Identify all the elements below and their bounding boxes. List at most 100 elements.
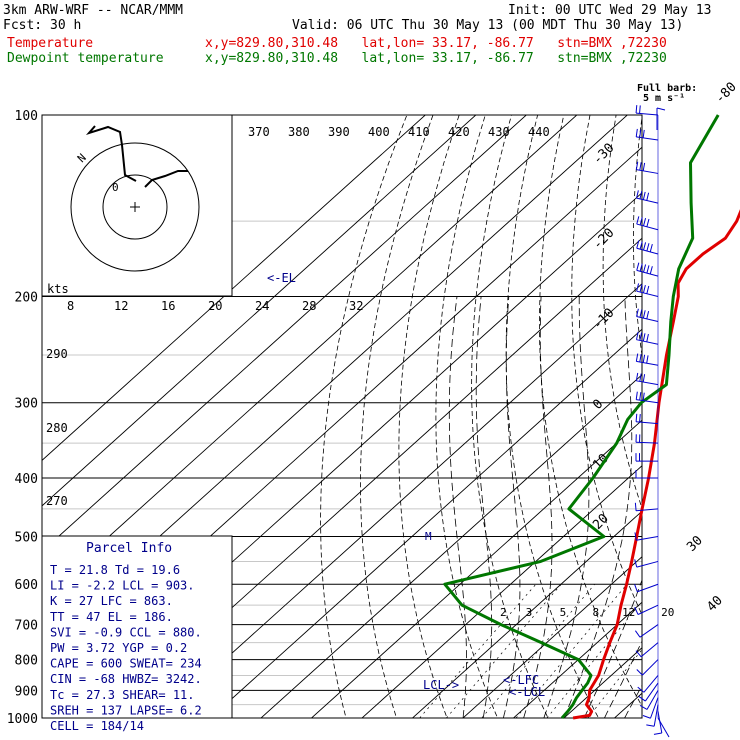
wind-barb — [657, 711, 663, 734]
mixing-ratio-line — [446, 583, 562, 718]
isotherm-label: 30 — [684, 533, 706, 555]
wind-barb-flag — [635, 105, 638, 114]
hodograph-ring-label: 32 — [349, 299, 363, 313]
wind-barb-flag — [642, 333, 646, 342]
wind-barb — [637, 604, 659, 615]
wind-barb — [650, 697, 659, 719]
wind-barb — [646, 690, 659, 710]
parcel-info-row: PW = 3.72 YGP = 0.2 — [50, 641, 187, 655]
isotherm-line — [361, 465, 642, 718]
dry-adiabat-line — [398, 115, 460, 718]
wind-barb-flag — [635, 391, 638, 400]
wind-barb-flag — [639, 373, 642, 382]
wind-barb-flag — [634, 607, 639, 615]
mixing-ratio-label: 12 — [622, 606, 635, 619]
wind-barb-flag — [635, 372, 639, 381]
dry-adiabat-line — [320, 115, 408, 718]
wind-barb-flag — [653, 732, 662, 735]
hodograph-box — [41, 114, 233, 297]
wind-barb-flag — [639, 284, 643, 293]
mixing-ratio-label: 8 — [592, 606, 599, 619]
init-time: Init: 00 UTC Wed 29 May 13 — [508, 3, 712, 18]
parcel-info-row: K = 27 LFC = 863. — [50, 594, 173, 608]
wind-barb-flag — [639, 263, 643, 272]
theta-label: 280 — [46, 421, 68, 435]
wind-barb-flag — [646, 192, 650, 201]
hodograph-ring-label: 20 — [208, 299, 222, 313]
wind-barb-flag — [636, 669, 643, 676]
wind-barb-flag — [646, 310, 650, 320]
wind-barb-flag — [635, 650, 642, 658]
lfc-annotation: <-LFC — [503, 673, 539, 687]
pressure-tick-label: 1000 — [7, 712, 38, 727]
isotherm-line — [159, 283, 642, 718]
wind-barb — [642, 659, 659, 676]
dry-adiabat-line — [720, 115, 740, 731]
isotherm-line — [563, 647, 642, 718]
isotherm-line — [260, 374, 642, 718]
isotherm-label: -20 — [590, 226, 617, 253]
wind-barb-flag — [639, 217, 643, 226]
pressure-tick-label: 300 — [15, 397, 38, 412]
wind-barbs — [634, 105, 670, 738]
wind-barb-flag — [639, 414, 641, 423]
dewpoint-trace — [443, 114, 720, 719]
isotherm-line — [613, 692, 642, 718]
wind-barb-flag — [642, 374, 646, 383]
wind-barb-flag — [643, 218, 647, 227]
wind-barb-flag — [642, 715, 651, 719]
el-annotation: <-EL — [267, 271, 296, 285]
dry-adiabat-line — [435, 115, 499, 718]
isotherm-line — [42, 115, 427, 461]
wind-barb-flag — [643, 264, 647, 273]
mixing-ratio-line — [481, 583, 595, 718]
isotherm-line — [701, 102, 740, 731]
dry-adiabat-line — [663, 115, 740, 731]
isotherm-line — [512, 601, 642, 718]
wind-barb-flag — [634, 502, 637, 511]
wind-barb-flag — [636, 308, 639, 317]
pressure-tick-label: 100 — [15, 109, 38, 124]
wind-barb-flag — [636, 262, 640, 271]
hodograph-ring — [70, 142, 200, 272]
dry-adiabat-line — [505, 115, 600, 718]
theta-label: 410 — [408, 125, 430, 139]
wind-barb-flag — [646, 724, 655, 727]
parcel-info-row: CELL = 184/14 — [50, 719, 144, 733]
hodograph-ring-label: 28 — [302, 299, 316, 313]
mixing-ratio-label: 2 — [500, 606, 507, 619]
wind-barb-flag — [646, 243, 650, 252]
wind-barb-flag — [642, 129, 645, 138]
parcel-info-row: TT = 47 EL = 186. — [50, 610, 173, 624]
hodograph-trace — [85, 125, 188, 188]
wind-barb-flag — [643, 242, 647, 251]
isotherm-label: 40 — [704, 593, 726, 615]
parcel-info-row: SVI = -0.9 CCL = 880. — [50, 625, 202, 639]
wind-barb-flag — [636, 283, 640, 292]
pressure-tick-label: 800 — [15, 654, 38, 669]
pressure-tick-label: 700 — [15, 619, 38, 634]
wind-barb-flag — [639, 354, 642, 363]
wind-barb-flag — [639, 392, 642, 401]
hodograph-ring — [102, 174, 168, 240]
parcel-info-row: Tc = 27.3 SHEAR= 11. — [50, 688, 195, 702]
wind-barb — [639, 624, 659, 638]
wind-barb-flag — [639, 241, 643, 250]
isotherm-line — [209, 328, 642, 718]
lcl-left-annotation: LCL-> — [423, 678, 459, 692]
isotherm-line — [651, 102, 740, 731]
pressure-tick-label: 900 — [15, 684, 38, 699]
parcel-info-row: LI = -2.2 LCL = 903. — [50, 579, 195, 593]
parcel-info-box: Parcel Info T = 21.8 Td = 19.6 LI = -2.2 L… — [41, 535, 233, 733]
wind-barb-flag — [646, 218, 650, 227]
wind-barb — [643, 675, 659, 693]
wind-key-barb-flag — [656, 107, 666, 111]
theta-label: 390 — [328, 125, 350, 139]
theta-label: 380 — [288, 125, 310, 139]
theta-label: 400 — [368, 125, 390, 139]
parcel-info-frame — [41, 535, 233, 719]
pressure-tick-label: 400 — [15, 472, 38, 487]
isotherm-line — [42, 115, 578, 598]
